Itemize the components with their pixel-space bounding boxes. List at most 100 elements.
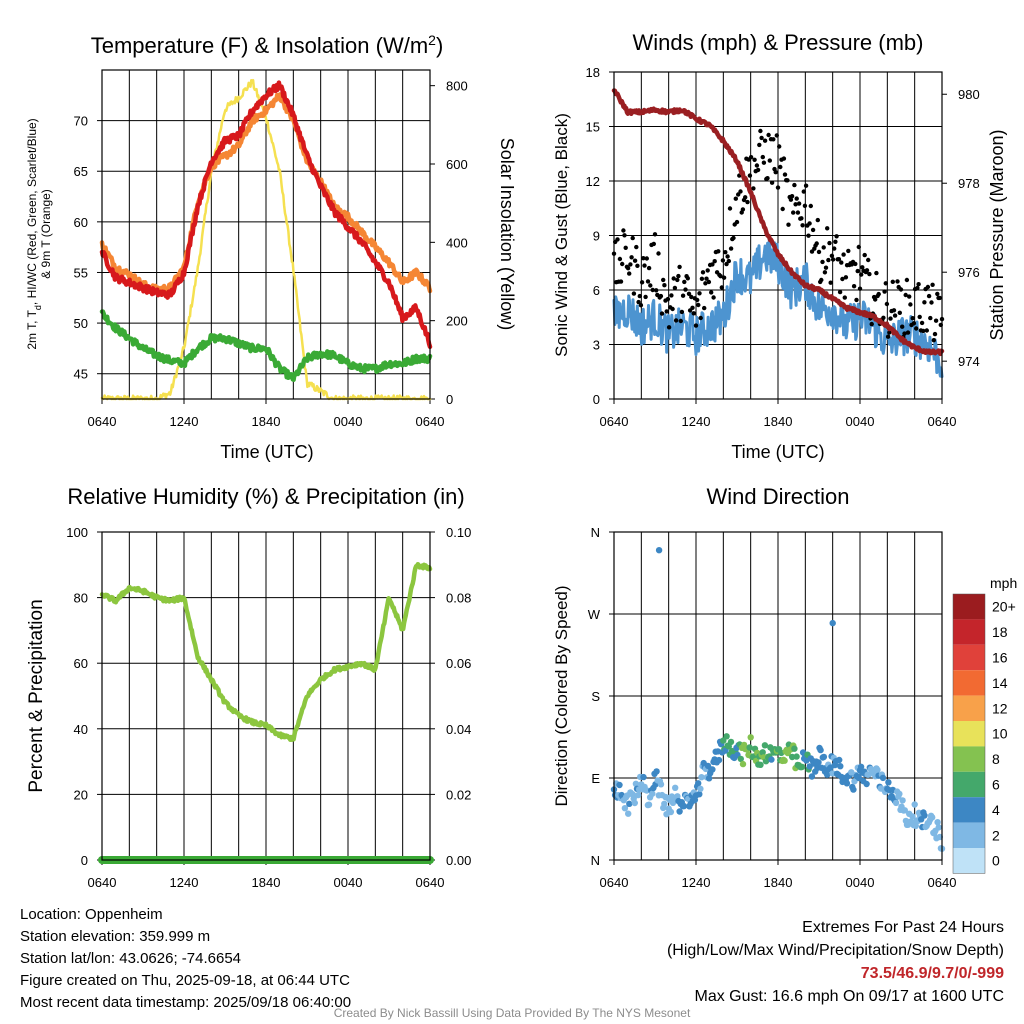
gust-point bbox=[828, 280, 833, 285]
gust-point bbox=[841, 252, 846, 257]
gust-point bbox=[937, 295, 942, 301]
temperature-y2tick-label: 200 bbox=[446, 314, 468, 329]
winds-xtick-label: 0640 bbox=[600, 414, 629, 429]
latlon-text: Station lat/lon: 43.0626; -74.6654 bbox=[20, 950, 242, 967]
wind-direction-frame bbox=[613, 531, 943, 861]
gust-point bbox=[727, 206, 733, 211]
direction-point bbox=[837, 763, 844, 770]
colorbar-swatch bbox=[953, 670, 985, 696]
direction-point bbox=[737, 755, 744, 763]
temperature-y2tick-label: 800 bbox=[446, 79, 468, 94]
winds-xtick-label: 0640 bbox=[928, 414, 957, 429]
gust-point bbox=[874, 270, 879, 276]
winds-xtick-label: 1840 bbox=[764, 414, 793, 429]
gust-point bbox=[767, 158, 772, 163]
gust-point bbox=[796, 201, 802, 206]
elevation-text: Station elevation: 359.999 m bbox=[20, 928, 211, 945]
gust-point bbox=[733, 196, 738, 201]
winds-ytick-label: 15 bbox=[586, 120, 600, 135]
gust-point bbox=[618, 279, 624, 284]
gust-point bbox=[815, 217, 820, 223]
gust-point bbox=[625, 266, 631, 271]
temperature-ytick-label: 65 bbox=[74, 164, 88, 179]
wind-direction-title: Wind Direction bbox=[706, 484, 849, 509]
gust-point bbox=[859, 272, 864, 277]
gust-point bbox=[716, 249, 721, 254]
gust-point bbox=[696, 302, 701, 308]
gust-point bbox=[734, 219, 740, 225]
gust-point bbox=[826, 257, 831, 263]
gust-point bbox=[765, 176, 770, 181]
temperature-series-td bbox=[99, 309, 433, 383]
gust-point bbox=[706, 279, 712, 285]
direction-point bbox=[697, 785, 704, 792]
gust-point bbox=[840, 276, 845, 282]
colorbar-swatch bbox=[953, 619, 985, 645]
gust-point bbox=[682, 279, 687, 285]
direction-point bbox=[632, 780, 640, 787]
direction-point bbox=[645, 801, 653, 808]
temperature-xtick-label: 0640 bbox=[416, 414, 445, 429]
gust-point bbox=[842, 295, 847, 300]
colorbar-swatch bbox=[953, 822, 985, 848]
gust-point bbox=[769, 180, 775, 185]
direction-point bbox=[715, 756, 723, 764]
gust-point bbox=[656, 251, 661, 256]
temperature-title: Temperature (F) & Insolation (W/m2) bbox=[91, 32, 444, 58]
colorbar-swatch bbox=[953, 594, 985, 620]
temperature-y2tick-label: 0 bbox=[446, 392, 453, 407]
gust-point bbox=[819, 277, 824, 283]
gust-point bbox=[646, 265, 652, 271]
gust-point bbox=[785, 178, 790, 183]
gust-point bbox=[928, 315, 933, 321]
gust-point bbox=[892, 313, 898, 318]
max-gust-text: Max Gust: 16.6 mph On 09/17 at 1600 UTC bbox=[694, 988, 1005, 1005]
direction-point bbox=[621, 805, 629, 812]
humidity-y-label: Percent & Precipitation bbox=[26, 599, 47, 792]
gust-point bbox=[926, 293, 932, 299]
gust-point bbox=[751, 186, 756, 191]
gust-point bbox=[683, 287, 688, 292]
temperature-ytick-label: 60 bbox=[74, 215, 88, 230]
gust-point bbox=[794, 196, 799, 201]
gust-point bbox=[760, 154, 765, 160]
extremes-subtitle: (High/Low/Max Wind/Precipitation/Snow De… bbox=[666, 942, 1004, 959]
humidity-y2tick-label: 0.02 bbox=[446, 787, 471, 802]
gust-point bbox=[736, 192, 741, 197]
colorbar-label: 16 bbox=[992, 650, 1008, 666]
gust-point bbox=[820, 259, 825, 265]
gust-point bbox=[931, 338, 936, 343]
gust-point bbox=[789, 194, 795, 199]
gust-point bbox=[659, 311, 665, 316]
gust-point bbox=[792, 182, 797, 188]
gust-point bbox=[916, 282, 921, 287]
humidity-xtick-label: 0640 bbox=[416, 875, 445, 890]
temperature-ytick-label: 55 bbox=[74, 265, 88, 280]
direction-point bbox=[798, 763, 806, 771]
gust-point bbox=[725, 254, 730, 259]
gust-point bbox=[703, 281, 708, 286]
direction-point bbox=[626, 800, 633, 807]
direction-point bbox=[911, 801, 918, 808]
gust-point bbox=[873, 297, 878, 302]
gust-point bbox=[914, 326, 919, 331]
gust-point bbox=[636, 299, 641, 305]
colorbar-frame bbox=[952, 593, 986, 874]
gust-point bbox=[748, 155, 754, 160]
humidity-ytick-label: 40 bbox=[74, 722, 88, 737]
gust-point bbox=[719, 285, 724, 290]
gust-point bbox=[895, 279, 900, 284]
direction-point bbox=[674, 793, 681, 800]
gust-point bbox=[754, 163, 760, 168]
winds-y2-label: Station Pressure (Maroon) bbox=[987, 129, 1007, 340]
gust-point bbox=[807, 221, 812, 226]
gust-point bbox=[814, 241, 819, 246]
gust-point bbox=[676, 273, 681, 279]
winds-y2tick-label: 980 bbox=[958, 87, 980, 102]
winds-series-gust bbox=[611, 128, 945, 343]
gust-point bbox=[777, 144, 782, 149]
winds-y-label: Sonic Wind & Gust (Blue, Black) bbox=[552, 113, 571, 357]
direction-point bbox=[634, 791, 642, 799]
gust-point bbox=[834, 234, 839, 239]
winds-frame bbox=[613, 71, 943, 400]
